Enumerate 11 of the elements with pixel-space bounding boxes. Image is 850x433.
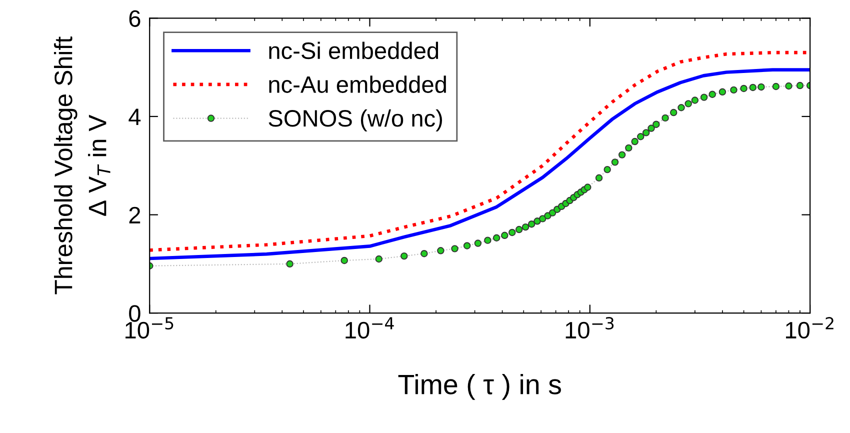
- legend-label: SONOS (w/o nc): [268, 109, 442, 132]
- y-axis-title: Threshold Voltage Shift Δ V$_{T}$ in V: [54, 36, 110, 294]
- x-tick-label: 10$^{−2}$: [786, 317, 834, 339]
- x-axis-title: Time ( τ ) in s: [398, 374, 561, 400]
- y-tick-label: 2: [129, 206, 140, 224]
- x-tick-label: 10$^{−4}$: [346, 317, 394, 339]
- x-tick-label: 10$^{−3}$: [566, 317, 614, 339]
- y-tick-label: 4: [128, 108, 141, 126]
- y-tick-label: 6: [129, 10, 140, 27]
- legend-label: nc-Si embedded: [269, 42, 438, 60]
- legend-label: nc-Au embedded: [269, 76, 446, 93]
